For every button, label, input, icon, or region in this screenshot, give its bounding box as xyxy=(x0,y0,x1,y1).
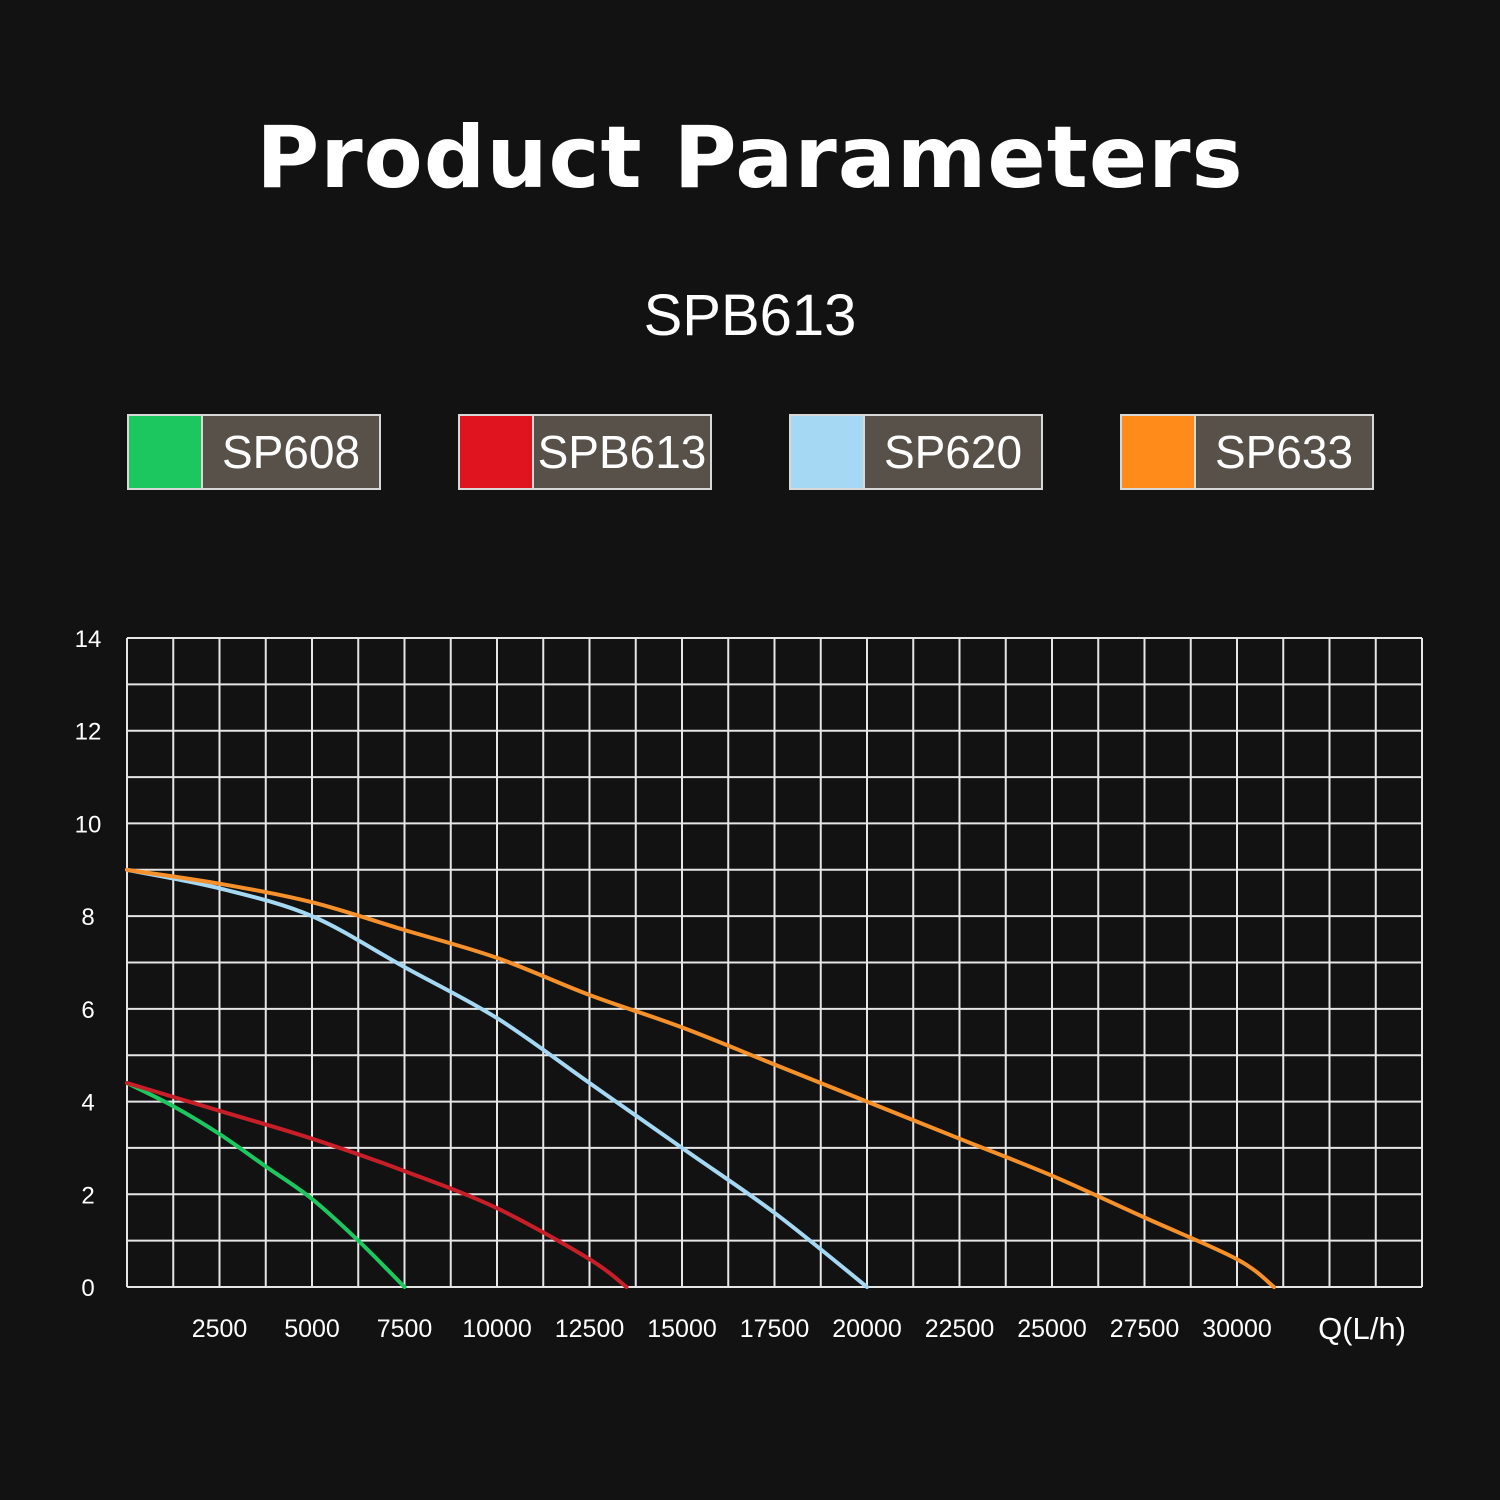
series-line-sp633 xyxy=(125,867,1276,1289)
x-tick-label: 15000 xyxy=(647,1315,717,1343)
y-tick-label: 0 xyxy=(81,1275,94,1302)
y-tick-label: 14 xyxy=(75,626,102,653)
x-tick-label: 30000 xyxy=(1202,1315,1272,1343)
x-tick-label: 17500 xyxy=(740,1315,810,1343)
model-subtitle: SPB613 xyxy=(643,283,857,348)
series-line-spb613 xyxy=(125,1081,629,1289)
x-tick-label: 20000 xyxy=(832,1315,902,1343)
series-line-sp620 xyxy=(125,867,869,1289)
series-line-sp608 xyxy=(125,1081,407,1289)
x-tick-label: 27500 xyxy=(1110,1315,1180,1343)
chart-labels: 0 2 4 6 8 10 12 14 2500 5000 7500 10000 12500 15000 17… xyxy=(75,626,1406,1346)
x-tick-label: 10000 xyxy=(462,1315,532,1343)
chart-grid xyxy=(126,637,1423,1288)
y-tick-label: 2 xyxy=(81,1182,94,1209)
x-tick-label: 2500 xyxy=(192,1315,248,1343)
y-tick-label: 12 xyxy=(75,719,102,746)
x-tick-label: 7500 xyxy=(377,1315,433,1343)
legend-item-sp620: SP620 xyxy=(789,414,1043,490)
y-tick-label: 8 xyxy=(81,904,94,931)
x-tick-label: 22500 xyxy=(925,1315,995,1343)
y-tick-label: 4 xyxy=(81,1090,94,1117)
legend-item-sp633: SP633 xyxy=(1120,414,1374,490)
legend-label-spb613: SPB613 xyxy=(534,416,710,488)
chart-series xyxy=(125,867,1276,1289)
x-tick-label: 5000 xyxy=(284,1315,340,1343)
x-tick-label: 12500 xyxy=(555,1315,625,1343)
x-tick-label: 25000 xyxy=(1017,1315,1087,1343)
legend-swatch-spb613 xyxy=(460,416,534,488)
legend-item-spb613: SPB613 xyxy=(458,414,712,490)
y-tick-label: 10 xyxy=(75,811,102,838)
legend-label-sp608: SP608 xyxy=(203,416,379,488)
legend-swatch-sp633 xyxy=(1122,416,1196,488)
y-tick-label: 6 xyxy=(81,997,94,1024)
legend-item-sp608: SP608 xyxy=(127,414,381,490)
legend-label-sp620: SP620 xyxy=(865,416,1041,488)
legend-swatch-sp620 xyxy=(791,416,865,488)
legend-label-sp633: SP633 xyxy=(1196,416,1372,488)
page-title: Product Parameters xyxy=(256,108,1244,208)
x-axis-label: Q(L/h) xyxy=(1318,1311,1406,1346)
legend-swatch-sp608 xyxy=(129,416,203,488)
